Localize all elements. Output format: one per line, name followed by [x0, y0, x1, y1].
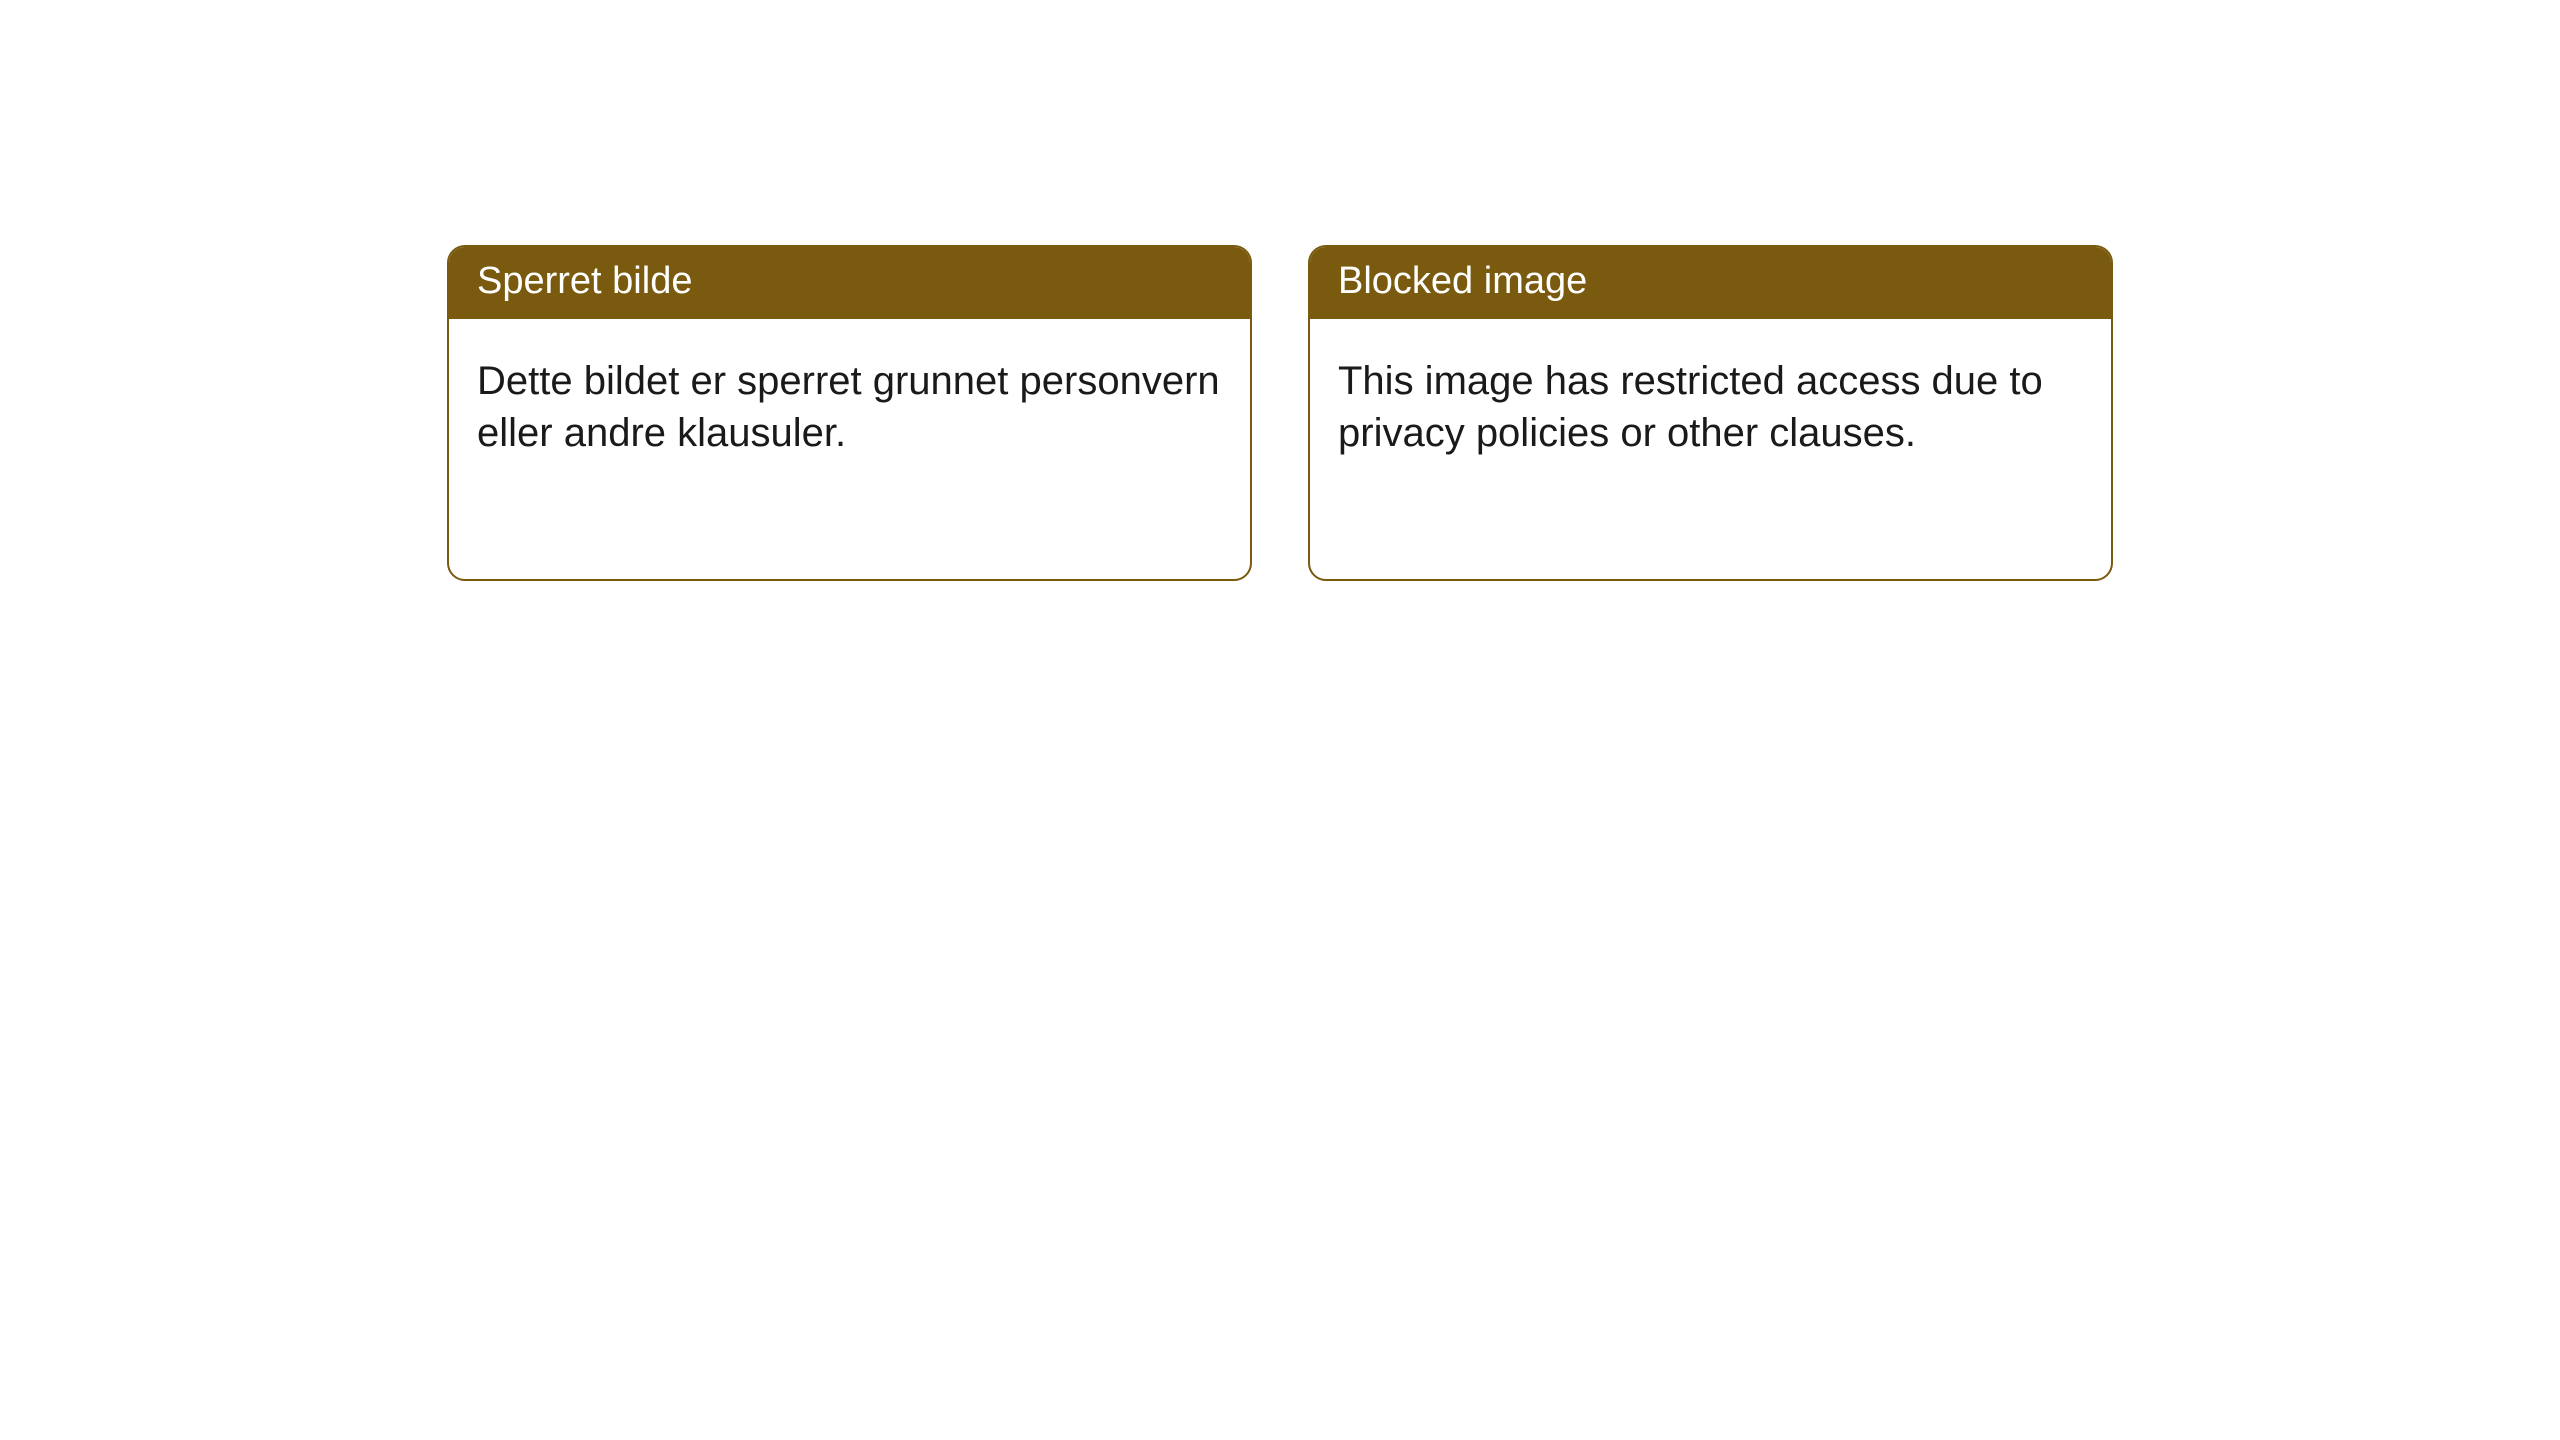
card-title: Blocked image — [1338, 260, 1587, 302]
notice-card-norwegian: Sperret bilde Dette bildet er sperret gr… — [447, 245, 1252, 581]
card-header: Blocked image — [1310, 247, 2111, 319]
card-body: This image has restricted access due to … — [1310, 319, 2111, 487]
notice-card-english: Blocked image This image has restricted … — [1308, 245, 2113, 581]
card-header: Sperret bilde — [449, 247, 1250, 319]
card-body: Dette bildet er sperret grunnet personve… — [449, 319, 1250, 487]
notice-container: Sperret bilde Dette bildet er sperret gr… — [447, 245, 2113, 581]
card-title: Sperret bilde — [477, 260, 692, 302]
card-text: Dette bildet er sperret grunnet personve… — [477, 359, 1220, 455]
card-text: This image has restricted access due to … — [1338, 359, 2043, 455]
